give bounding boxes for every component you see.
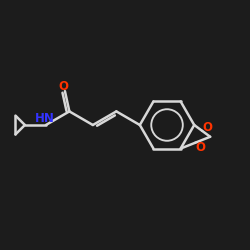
Text: O: O (196, 140, 206, 153)
Text: HN: HN (35, 112, 54, 125)
Text: O: O (58, 80, 68, 93)
Text: O: O (203, 122, 213, 134)
